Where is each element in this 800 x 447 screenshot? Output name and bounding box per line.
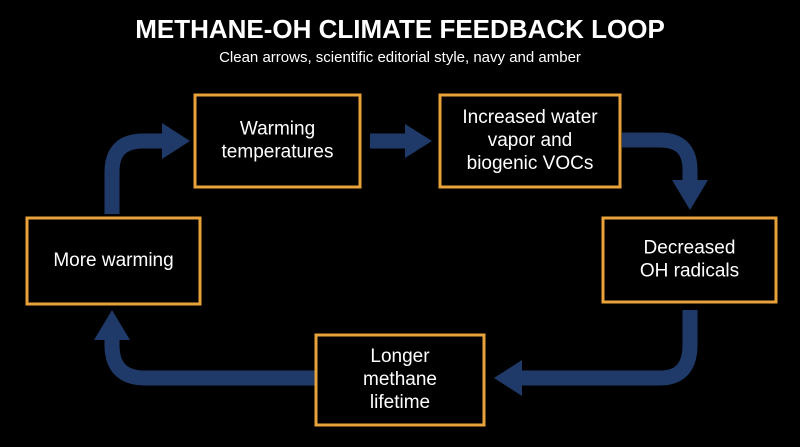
arrow [104, 133, 165, 214]
arrow [520, 310, 698, 386]
node-box [25, 216, 202, 306]
node-label: Increased water [462, 107, 598, 128]
arrow-head [94, 310, 130, 340]
node-label: vapor and [488, 130, 573, 151]
node-label: OH radicals [640, 261, 739, 282]
node-box [601, 216, 778, 304]
node-label: Warming [240, 119, 315, 140]
arrows [94, 123, 708, 396]
node-label: Decreased [644, 238, 736, 259]
node-label: More warming [53, 250, 173, 271]
node-box [438, 93, 622, 189]
arrow-head [405, 124, 432, 158]
subtitle: Clean arrows, scientific editorial style… [219, 49, 581, 66]
arrow [622, 132, 698, 182]
arrow-head [494, 360, 522, 396]
node-label: biogenic VOCs [467, 153, 594, 174]
title: METHANE-OH CLIMATE FEEDBACK LOOP [135, 14, 665, 44]
node: More warming [25, 216, 202, 306]
node-box [314, 333, 486, 427]
node-label: temperatures [222, 142, 334, 163]
arrow [104, 338, 315, 386]
arrow-head [162, 123, 190, 159]
node-box [193, 93, 362, 189]
node-label: Longer [370, 346, 430, 367]
node-label: methane [363, 369, 437, 390]
arrow-head [672, 180, 708, 210]
node-label: lifetime [370, 392, 430, 413]
